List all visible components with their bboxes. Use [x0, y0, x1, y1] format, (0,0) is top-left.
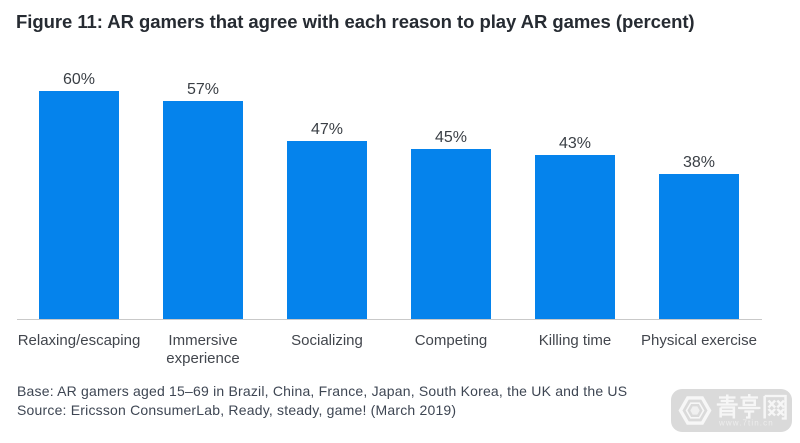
svg-text:www.7tin.cn: www.7tin.cn	[718, 419, 774, 428]
